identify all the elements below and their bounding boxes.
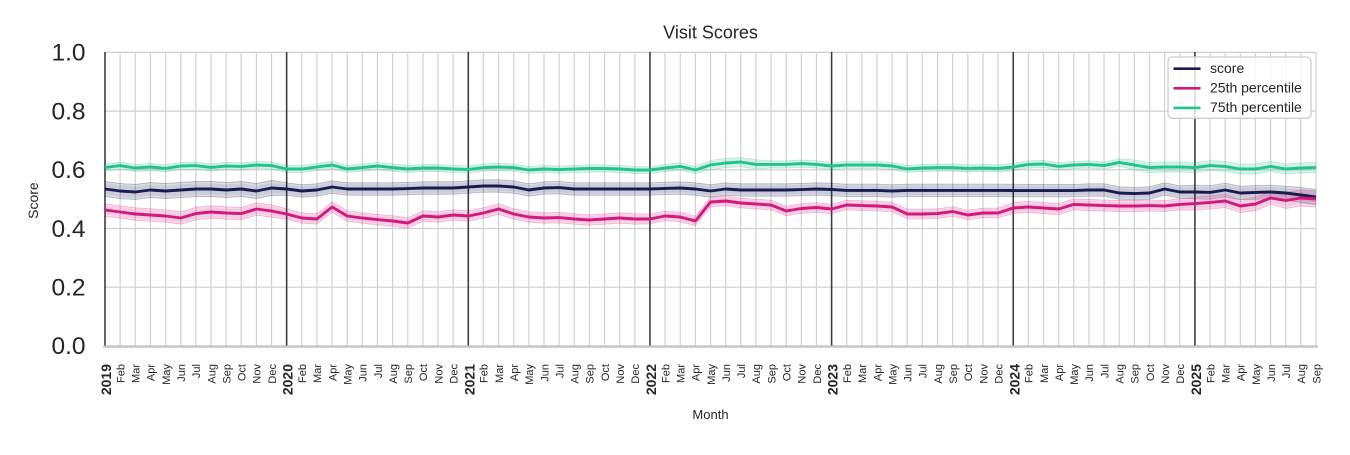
svg-text:75th percentile: 75th percentile xyxy=(1210,99,1302,115)
svg-text:Feb: Feb xyxy=(1024,364,1036,383)
svg-text:Sep: Sep xyxy=(1311,364,1323,384)
svg-text:Visit Scores: Visit Scores xyxy=(663,22,758,42)
svg-text:Nov: Nov xyxy=(252,364,264,384)
svg-text:Aug: Aug xyxy=(388,364,400,384)
svg-text:Nov: Nov xyxy=(615,364,627,384)
svg-text:Jun: Jun xyxy=(903,364,915,382)
svg-text:1.0: 1.0 xyxy=(51,40,85,67)
svg-text:May: May xyxy=(524,364,536,385)
svg-text:Aug: Aug xyxy=(570,364,582,384)
svg-text:Feb: Feb xyxy=(1205,364,1217,383)
svg-text:Mar: Mar xyxy=(1039,364,1051,383)
svg-text:0.2: 0.2 xyxy=(51,275,85,302)
svg-text:Jul: Jul xyxy=(918,364,930,378)
svg-text:Aug: Aug xyxy=(1296,364,1308,384)
svg-text:Apr: Apr xyxy=(1236,364,1248,381)
svg-text:Sep: Sep xyxy=(766,364,778,384)
svg-text:Feb: Feb xyxy=(115,364,127,383)
svg-text:Apr: Apr xyxy=(509,364,521,381)
svg-text:Sep: Sep xyxy=(948,364,960,384)
svg-text:Aug: Aug xyxy=(933,364,945,384)
svg-text:Mar: Mar xyxy=(494,364,506,383)
svg-text:Mar: Mar xyxy=(676,364,688,383)
svg-text:25th percentile: 25th percentile xyxy=(1210,80,1302,96)
svg-text:0.6: 0.6 xyxy=(51,157,85,184)
svg-text:Jul: Jul xyxy=(1281,364,1293,378)
svg-text:Mar: Mar xyxy=(1220,364,1232,383)
svg-text:Oct: Oct xyxy=(1145,364,1157,381)
svg-text:Dec: Dec xyxy=(630,364,642,384)
svg-text:Feb: Feb xyxy=(297,364,309,383)
svg-text:Feb: Feb xyxy=(842,364,854,383)
svg-text:Apr: Apr xyxy=(146,364,158,381)
svg-text:Feb: Feb xyxy=(479,364,491,383)
svg-text:Jul: Jul xyxy=(373,364,385,378)
svg-text:Dec: Dec xyxy=(267,364,279,384)
svg-text:2025: 2025 xyxy=(1188,364,1204,395)
svg-text:Nov: Nov xyxy=(978,364,990,384)
svg-text:2022: 2022 xyxy=(643,364,659,395)
svg-text:May: May xyxy=(887,364,899,385)
svg-text:Jul: Jul xyxy=(1099,364,1111,378)
svg-text:Nov: Nov xyxy=(433,364,445,384)
svg-text:Jul: Jul xyxy=(554,364,566,378)
svg-text:Dec: Dec xyxy=(812,364,824,384)
svg-text:0.0: 0.0 xyxy=(51,333,85,360)
svg-text:Sep: Sep xyxy=(403,364,415,384)
svg-text:Month: Month xyxy=(692,407,728,422)
svg-text:Aug: Aug xyxy=(206,364,218,384)
svg-text:2021: 2021 xyxy=(461,364,477,395)
svg-text:Apr: Apr xyxy=(327,364,339,381)
svg-text:2020: 2020 xyxy=(280,364,296,395)
svg-text:Apr: Apr xyxy=(691,364,703,381)
svg-text:May: May xyxy=(1069,364,1081,385)
svg-text:Feb: Feb xyxy=(660,364,672,383)
svg-text:Dec: Dec xyxy=(448,364,460,384)
svg-text:Aug: Aug xyxy=(751,364,763,384)
svg-text:Mar: Mar xyxy=(312,364,324,383)
svg-text:Score: Score xyxy=(25,182,41,219)
svg-text:Mar: Mar xyxy=(857,364,869,383)
svg-text:Jun: Jun xyxy=(1084,364,1096,382)
svg-text:Nov: Nov xyxy=(797,364,809,384)
svg-text:Sep: Sep xyxy=(221,364,233,384)
svg-text:Jul: Jul xyxy=(191,364,203,378)
svg-text:Dec: Dec xyxy=(1175,364,1187,384)
svg-text:Jun: Jun xyxy=(539,364,551,382)
svg-text:0.4: 0.4 xyxy=(51,216,85,243)
svg-text:Mar: Mar xyxy=(131,364,143,383)
svg-text:score: score xyxy=(1210,60,1244,76)
svg-text:May: May xyxy=(706,364,718,385)
svg-text:May: May xyxy=(343,364,355,385)
svg-text:Oct: Oct xyxy=(237,364,249,381)
svg-text:Jun: Jun xyxy=(721,364,733,382)
svg-text:May: May xyxy=(1251,364,1263,385)
svg-text:Oct: Oct xyxy=(963,364,975,381)
svg-text:May: May xyxy=(161,364,173,385)
svg-text:Dec: Dec xyxy=(993,364,1005,384)
svg-text:0.8: 0.8 xyxy=(51,98,85,125)
svg-text:Jul: Jul xyxy=(736,364,748,378)
svg-text:Oct: Oct xyxy=(781,364,793,381)
svg-text:Nov: Nov xyxy=(1160,364,1172,384)
svg-text:Sep: Sep xyxy=(585,364,597,384)
svg-text:Jun: Jun xyxy=(1266,364,1278,382)
svg-text:Apr: Apr xyxy=(872,364,884,381)
svg-text:Aug: Aug xyxy=(1115,364,1127,384)
svg-text:Jun: Jun xyxy=(358,364,370,382)
svg-text:Sep: Sep xyxy=(1130,364,1142,384)
svg-text:Apr: Apr xyxy=(1054,364,1066,381)
svg-text:Jun: Jun xyxy=(176,364,188,382)
svg-text:Oct: Oct xyxy=(418,364,430,381)
svg-text:Oct: Oct xyxy=(600,364,612,381)
svg-text:2023: 2023 xyxy=(825,364,841,395)
svg-text:2019: 2019 xyxy=(98,364,114,395)
svg-text:2024: 2024 xyxy=(1006,364,1022,395)
